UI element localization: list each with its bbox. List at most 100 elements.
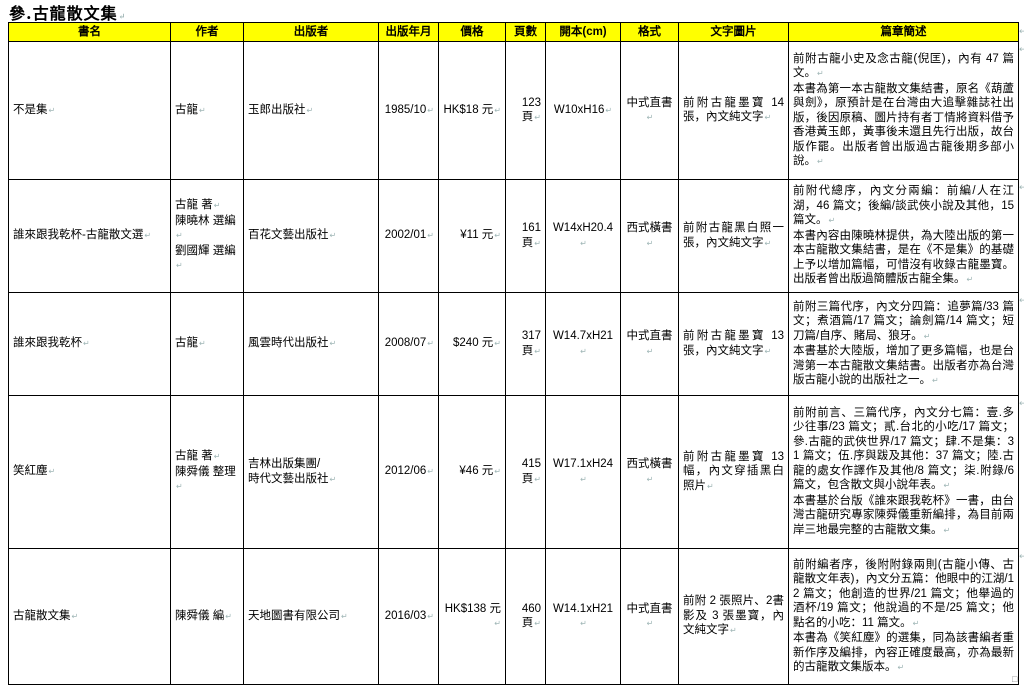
col-header-book: 書名 — [8, 22, 171, 42]
pages-cell: 415 頁 — [505, 395, 546, 549]
price-cell: ¥11 元 — [438, 179, 506, 293]
date-value: 1985/10 — [385, 104, 434, 116]
paragraph-mark-icon: ↵ — [1019, 44, 1024, 54]
summary-paragraph: 本書內容由陳曉林提供，為大陸出版的第一本古龍散文集結書，是在《不是集》的基礎上予… — [793, 229, 1014, 288]
price-cell: ¥46 元 — [438, 395, 506, 549]
format-value: 西式橫書 — [627, 458, 673, 485]
pages-value: 123 頁 — [522, 97, 541, 124]
summary-paragraph: 本書基於大陸版，增加了更多篇幅，也是台灣第一本古龍散文集結書。出版者亦為台灣版古… — [793, 344, 1014, 389]
paragraph-mark-icon: ↵ — [1019, 551, 1024, 561]
date-value: 2002/01 — [385, 229, 434, 241]
media-text: 前附古龍墨寶 13張，內文純文字 — [683, 330, 784, 357]
table-row: 誰來跟我乾杯 古龍 風雲時代出版社 2008/07 $240 元 317 頁 W… — [8, 292, 1019, 396]
publisher-line: 天地圖書有限公司 — [248, 609, 374, 625]
price-value: ¥46 元 — [459, 465, 501, 477]
size-cell: W10xH16 — [545, 41, 621, 180]
format-cell: 西式橫書 — [620, 395, 679, 549]
publisher-cell: 玉郎出版社 — [243, 41, 379, 180]
summary-paragraph: 本書為第一本古龍散文集結書，原名《葫蘆與劍》，原預計是在台灣由大追擊雜誌社出版，… — [793, 82, 1014, 170]
format-value: 中式直書 — [627, 603, 673, 630]
pages-value: 460 頁 — [522, 603, 541, 630]
media-text: 前附 2 張照片、2書影及 3 張墨寶，內文純文字 — [683, 595, 784, 636]
date-value: 2016/03 — [385, 610, 434, 622]
date-cell: 2008/07 — [378, 292, 439, 396]
author-line: 陳曉林 選編 — [175, 214, 239, 244]
col-header-pages: 頁數 — [505, 22, 546, 42]
book-title-cell: 誰來跟我乾杯 — [8, 292, 171, 396]
col-header-summary: 篇章簡述 — [788, 22, 1019, 42]
paragraph-mark-icon: ↵ — [1019, 295, 1024, 305]
author-cell: 古龍 — [170, 41, 244, 180]
end-of-document-icon: □ — [1012, 674, 1018, 684]
book-title-cell: 誰來跟我乾杯-古龍散文選 — [8, 179, 171, 293]
col-header-media: 文字圖片 — [678, 22, 789, 42]
pages-value: 161 頁 — [522, 222, 541, 249]
price-cell: $240 元 — [438, 292, 506, 396]
size-value: W17.1xH24 — [553, 458, 613, 485]
table-row: 誰來跟我乾杯-古龍散文選 古龍 著 陳曉林 選編 劉國輝 選編 百花文藝出版社 … — [8, 179, 1019, 293]
date-value: 2008/07 — [385, 337, 434, 349]
media-cell: 前附古龍黑白照一張，內文純文字 — [678, 179, 789, 293]
pages-cell: 161 頁 — [505, 179, 546, 293]
media-cell: 前附古龍墨寶 14張，內文純文字 — [678, 41, 789, 180]
summary-paragraph: 前附代總序，內文分兩編：前編/人在江湖，46 篇文；後編/談武俠小說及其他，15… — [793, 184, 1014, 229]
book-title: 古龍散文集 — [13, 610, 78, 622]
price-value: HK$18 元 — [443, 104, 501, 116]
table-row: 笑紅塵 古龍 著 陳舜儀 整理 吉林出版集團/ 時代文藝出版社 2012/06 … — [8, 395, 1019, 549]
summary-cell: 前附代總序，內文分兩編：前編/人在江湖，46 篇文；後編/談武俠小說及其他，15… — [788, 179, 1019, 293]
summary-cell: 前附古龍小史及念古龍(倪匡)，內有 47 篇文。 本書為第一本古龍散文集結書，原… — [788, 41, 1019, 180]
books-table: 書名 作者 出版者 出版年月 價格 頁數 開本(cm) 格式 文字圖片 篇章簡述… — [8, 22, 1019, 685]
book-title-cell: 古龍散文集 — [8, 548, 171, 685]
size-cell: W14.7xH21 — [545, 292, 621, 396]
page-title: 參.古龍散文集 — [9, 0, 126, 24]
size-value: W10xH16 — [554, 104, 612, 116]
author-cell: 古龍 著 陳舜儀 整理 — [170, 395, 244, 549]
book-title: 誰來跟我乾杯-古龍散文選 — [13, 229, 151, 241]
date-cell: 2016/03 — [378, 548, 439, 685]
size-value: W14.7xH21 — [553, 330, 613, 357]
summary-paragraph: 本書為《笑紅塵》的選集，同為該書編者重新作序及編排，內容正確度最高，亦為最新的古… — [793, 631, 1014, 676]
book-title-cell: 不是集 — [8, 41, 171, 180]
col-header-publisher: 出版者 — [243, 22, 379, 42]
paragraph-mark-icon: ↵ — [1019, 398, 1024, 408]
summary-cell: 前附三篇代序，內文分四篇：追夢篇/33 篇文；煮酒篇/17 篇文；論劍篇/14 … — [788, 292, 1019, 396]
media-text: 前附古龍黑白照一張，內文純文字 — [683, 222, 784, 249]
author-line: 陳舜儀 整理 — [175, 465, 239, 495]
publisher-line: 風雲時代出版社 — [248, 336, 374, 352]
paragraph-mark-icon: ↵ — [1019, 182, 1024, 192]
book-title: 不是集 — [13, 104, 55, 116]
pages-cell: 317 頁 — [505, 292, 546, 396]
author-cell: 古龍 — [170, 292, 244, 396]
col-header-price: 價格 — [438, 22, 506, 42]
format-cell: 西式橫書 — [620, 179, 679, 293]
publisher-cell: 吉林出版集團/ 時代文藝出版社 — [243, 395, 379, 549]
media-cell: 前附古龍墨寶 13張，內文純文字 — [678, 292, 789, 396]
col-header-size: 開本(cm) — [545, 22, 621, 42]
author-line: 古龍 — [175, 336, 239, 352]
paragraph-mark-icon: ↵ — [1019, 26, 1024, 36]
date-cell: 2012/06 — [378, 395, 439, 549]
table-row: 不是集 古龍 玉郎出版社 1985/10 HK$18 元 123 頁 W10xH… — [8, 41, 1019, 180]
price-cell: HK$18 元 — [438, 41, 506, 180]
pages-cell: 123 頁 — [505, 41, 546, 180]
media-cell: 前附古龍墨寶 13幅，內文穿插黑白照片 — [678, 395, 789, 549]
summary-paragraph: 本書基於台版《誰來跟我乾杯》一書，由台灣古龍研究專家陳舜儀重新編排，為目前兩岸三… — [793, 494, 1014, 539]
date-cell: 2002/01 — [378, 179, 439, 293]
size-value: W14xH20.4 — [553, 222, 613, 249]
media-text: 前附古龍墨寶 13幅，內文穿插黑白照片 — [683, 451, 784, 492]
table-row: 古龍散文集 陳舜儀 編 天地圖書有限公司 2016/03 HK$138 元 46… — [8, 548, 1019, 685]
book-title: 笑紅塵 — [13, 465, 55, 477]
size-cell: W14xH20.4 — [545, 179, 621, 293]
author-line: 古龍 著 — [175, 449, 239, 465]
media-cell: 前附 2 張照片、2書影及 3 張墨寶，內文純文字 — [678, 548, 789, 685]
col-header-author: 作者 — [170, 22, 244, 42]
format-value: 中式直書 — [627, 330, 673, 357]
author-line: 陳舜儀 編 — [175, 609, 239, 625]
date-cell: 1985/10 — [378, 41, 439, 180]
format-value: 中式直書 — [627, 97, 673, 124]
publisher-line: 百花文藝出版社 — [248, 228, 374, 244]
price-value: ¥11 元 — [460, 229, 501, 241]
format-cell: 中式直書 — [620, 548, 679, 685]
pages-cell: 460 頁 — [505, 548, 546, 685]
